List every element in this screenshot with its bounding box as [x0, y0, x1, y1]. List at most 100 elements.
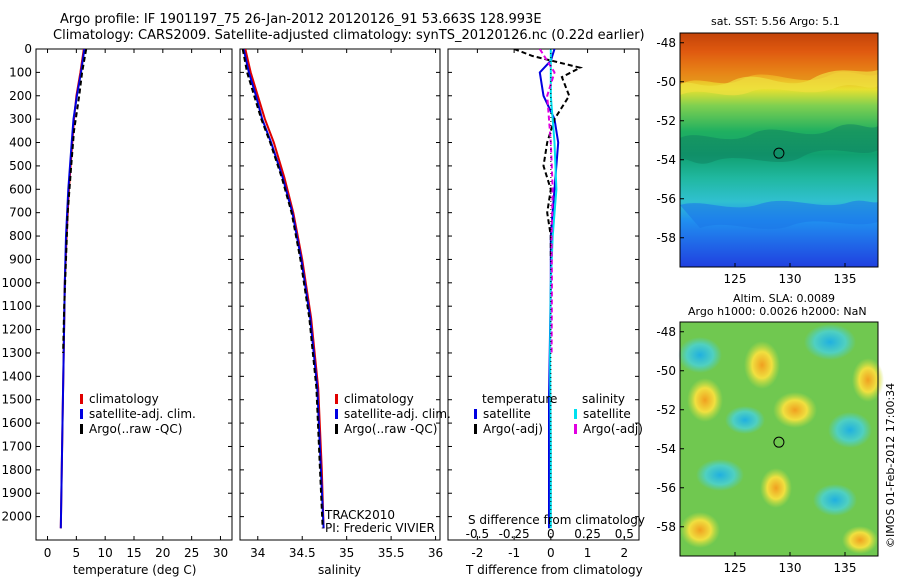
x-tick-label: 35	[339, 546, 354, 560]
float-position-marker	[773, 436, 785, 448]
sla-blob	[744, 341, 780, 389]
legend-label: Argo(..raw -QC)	[89, 422, 183, 436]
series-line-t-satellite	[538, 49, 560, 529]
legend-label: satellite	[483, 407, 531, 421]
y-tick-label: 1800	[1, 463, 32, 477]
legend-item: satellite	[574, 407, 643, 422]
float-position-marker	[773, 147, 785, 159]
x-tick-label: -1	[508, 546, 520, 560]
map-y-tick-label: -48	[656, 36, 676, 50]
map-x-tick-label: 135	[834, 272, 857, 286]
x-tick-label: 15	[126, 546, 141, 560]
legend-swatch	[80, 394, 83, 404]
map-y-tick-label: -50	[656, 364, 676, 378]
sla-blob	[828, 412, 872, 448]
y-tick-label: 800	[9, 229, 32, 243]
series-line-s-satellite	[549, 49, 558, 529]
legend-label: satellite	[583, 407, 631, 421]
legend-label: climatology	[89, 392, 159, 406]
legend-label: Argo(-adj)	[483, 422, 543, 436]
map-y-tick-label: -54	[656, 442, 676, 456]
sst-front-cyan	[680, 200, 878, 230]
y-tick-label: 900	[9, 252, 32, 266]
sla-blob	[696, 459, 744, 491]
series-line-argo-raw-qc-	[241, 49, 324, 529]
difference-plot-frame	[447, 48, 640, 541]
x-tick-label: 0	[547, 546, 555, 560]
sla-map-title: Altim. SLA: 0.0089	[733, 292, 836, 305]
map-y-tick-label: -56	[656, 481, 676, 495]
map-y-tick-label: -58	[656, 520, 676, 534]
map-x-tick-label: 135	[834, 561, 857, 575]
legend-swatch	[335, 394, 338, 404]
series-line-satellite-adj-clim-	[242, 49, 325, 529]
map-y-tick-label: -48	[656, 325, 676, 339]
series-line-climatology	[244, 49, 325, 529]
y-tick-label: 1700	[1, 439, 32, 453]
legend-label: Argo(..raw -QC)	[344, 422, 438, 436]
y-tick-label: 1200	[1, 323, 32, 337]
legend-label: satellite-adj. clim.	[344, 407, 451, 421]
sla-blob	[687, 378, 723, 422]
pi-annotation: PI: Frederic VIVIER	[325, 521, 435, 535]
difference-salinity-legend: salinity satellite Argo(-adj)	[574, 392, 643, 437]
s-difference-axis-label: S difference from climatology	[468, 513, 645, 527]
sst-front-yellow	[680, 70, 878, 96]
y-tick-label: 600	[9, 182, 32, 196]
x-tick-label: 35.5	[378, 546, 405, 560]
map-y-tick-label: -50	[656, 75, 676, 89]
temperature-axis-label: temperature (deg C)	[73, 563, 197, 577]
y-tick-label: 1400	[1, 369, 32, 383]
x2-tick-label: 0.25	[574, 527, 601, 541]
map-y-tick-label: -52	[656, 114, 676, 128]
x-tick-label: 34.5	[289, 546, 316, 560]
sst-front-warm	[680, 33, 878, 85]
x-tick-label: 1	[584, 546, 592, 560]
salinity-axis-label: salinity	[318, 563, 362, 577]
t-difference-axis-label: T difference from climatology	[466, 563, 643, 577]
map-x-tick-label: 130	[779, 272, 802, 286]
sla-blob	[804, 324, 856, 360]
legend-swatch	[574, 409, 577, 419]
y-tick-label: 1100	[1, 299, 32, 313]
x-tick-label: 0	[44, 546, 52, 560]
legend-item: Argo(-adj)	[474, 422, 549, 437]
series-line-satellite-adj-clim-	[59, 49, 86, 529]
legend-swatch	[474, 409, 477, 419]
map-y-tick-label: -56	[656, 192, 676, 206]
y-tick-label: 1300	[1, 346, 32, 360]
x-tick-label: 36	[428, 546, 443, 560]
legend-label: Argo(-adj)	[583, 422, 643, 436]
chart-title-line1: Argo profile: IF 1901197_75 26-Jan-2012 …	[60, 12, 542, 27]
x-tick-label: 2	[620, 546, 628, 560]
legend-title: temperature	[482, 392, 558, 406]
sla-blob	[773, 392, 817, 428]
salinity-legend: climatology satellite-adj. clim. Argo(..…	[335, 392, 451, 437]
sst-map	[679, 32, 879, 268]
x2-tick-label: 0.5	[615, 527, 634, 541]
y-tick-label: 1000	[1, 276, 32, 290]
map-y-tick-label: -52	[656, 403, 676, 417]
imos-credit: ©IMOS 01-Feb-2012 17:00:34	[884, 382, 897, 548]
y-tick-label: 0	[24, 42, 32, 56]
legend-item: satellite-adj. clim.	[80, 407, 196, 422]
legend-swatch	[474, 424, 477, 434]
y-tick-label: 300	[9, 112, 32, 126]
sla-map-frame	[679, 321, 879, 557]
series-line-s-argo-adj-	[538, 49, 556, 354]
legend-swatch	[80, 424, 83, 434]
legend-swatch	[80, 409, 83, 419]
legend-item: Argo(..raw -QC)	[335, 422, 451, 437]
legend-label: satellite-adj. clim.	[89, 407, 196, 421]
sla-map-subtitle: Argo h1000: 0.0026 h2000: NaN	[688, 305, 867, 318]
y-tick-label: 1600	[1, 416, 32, 430]
sla-blob	[678, 337, 722, 373]
series-line-t-argo-adj-	[513, 49, 584, 260]
x-tick-label: 5	[73, 546, 81, 560]
y-tick-label: 400	[9, 136, 32, 150]
sla-blob	[813, 484, 857, 516]
temperature-legend: climatology satellite-adj. clim. Argo(..…	[80, 392, 196, 437]
legend-item: satellite	[474, 407, 549, 422]
map-x-tick-label: 125	[724, 561, 747, 575]
track-annotation: TRACK2010	[325, 508, 395, 522]
